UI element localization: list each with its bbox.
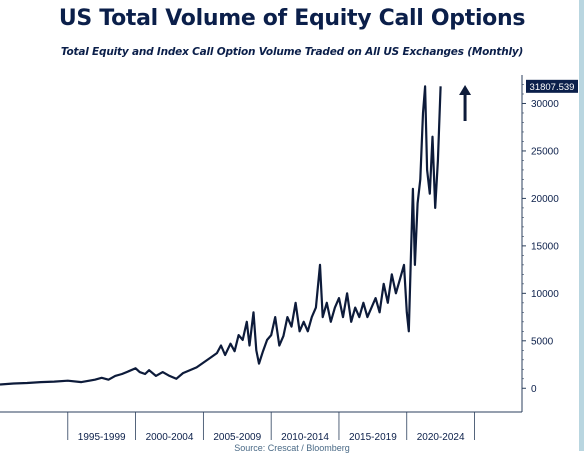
x-tick-label: 2000-2004: [146, 432, 194, 443]
y-tick-label: 0: [531, 384, 537, 395]
right-edge-strip: [579, 0, 584, 451]
chart-subtitle: Total Equity and Index Call Option Volum…: [60, 46, 524, 58]
y-tick-label: 20000: [531, 194, 559, 205]
x-tick-label: 2010-2014: [281, 432, 329, 443]
up-arrow-icon: [459, 85, 472, 95]
y-tick-label: 25000: [531, 146, 559, 157]
y-tick-label: 10000: [531, 289, 559, 300]
x-tick-label: 2005-2009: [213, 432, 261, 443]
y-tick-label: 15000: [531, 241, 559, 252]
y-tick-label: 30000: [531, 99, 559, 110]
last-value-box: [526, 79, 578, 93]
y-tick-label: 5000: [531, 336, 554, 347]
last-value-label: 31807.539: [530, 82, 575, 93]
series-line: [0, 85, 442, 386]
x-tick-label: 2020-2024: [417, 432, 465, 443]
chart-source: Source: Crescat / Bloomberg: [234, 443, 350, 453]
x-tick-label: 2015-2019: [349, 432, 397, 443]
x-tick-label: 1995-1999: [78, 432, 126, 443]
chart-title: US Total Volume of Equity Call Options: [58, 6, 526, 31]
